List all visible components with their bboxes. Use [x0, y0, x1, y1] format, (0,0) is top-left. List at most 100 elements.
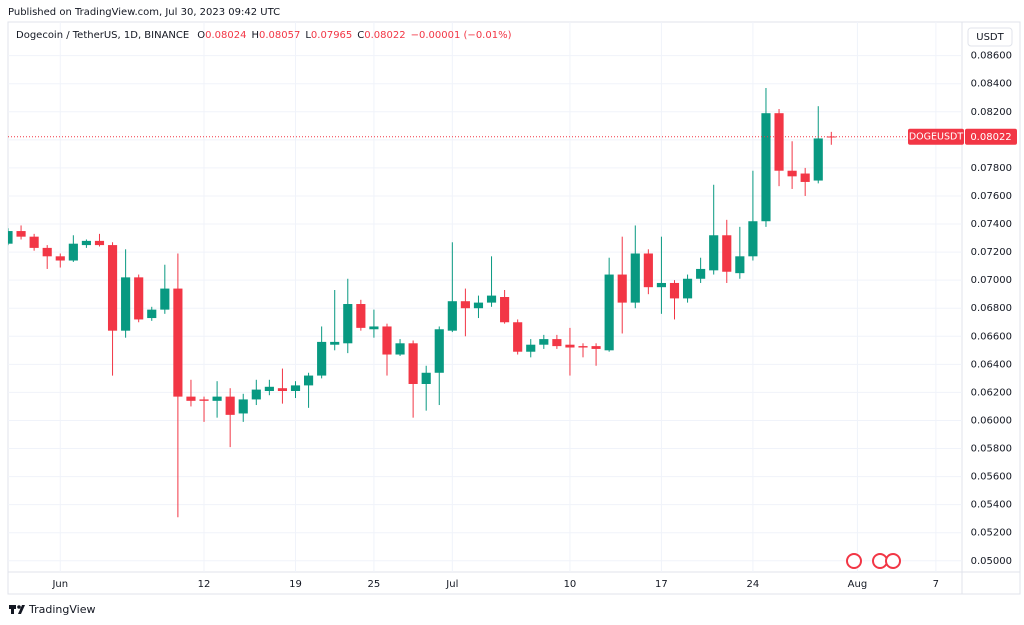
currency-box[interactable]	[967, 27, 1013, 47]
ohlc-value: 0.08022	[364, 30, 405, 41]
x-tick-label: 25	[368, 579, 381, 590]
y-tick-label: 0.05600	[971, 472, 1012, 483]
candle-body	[199, 399, 209, 401]
candle-body	[578, 346, 588, 348]
candle-body	[591, 346, 601, 349]
candle-body	[212, 396, 222, 401]
candle-body	[552, 339, 562, 347]
y-tick-label: 0.08600	[971, 51, 1012, 62]
legend: Dogecoin / TetherUS, 1D, BINANCE O 0.0802…	[16, 30, 512, 41]
price-tag-box	[965, 128, 1017, 145]
candle-body	[735, 256, 745, 274]
event-icon[interactable]	[885, 553, 901, 569]
candle-body	[800, 173, 810, 182]
candle-body	[565, 344, 575, 348]
candle-body	[16, 231, 26, 237]
x-tick-label: 7	[933, 579, 939, 590]
symbol-tag-box	[908, 128, 964, 145]
candle-body	[264, 386, 274, 392]
symbol-title: Dogecoin / TetherUS, 1D, BINANCE	[16, 30, 189, 41]
candle-body	[421, 372, 431, 384]
y-tick-label: 0.08400	[971, 79, 1012, 90]
candle-body	[238, 399, 248, 414]
candle-body	[722, 235, 732, 272]
x-tick-label: 24	[747, 579, 760, 590]
ohlc-key: C	[357, 30, 364, 41]
x-tick-label: Jul	[445, 579, 458, 590]
candle-body	[656, 282, 666, 288]
candle-body	[696, 268, 706, 279]
ohlc-value: 0.07965	[311, 30, 352, 41]
y-tick-label: 0.06600	[971, 331, 1012, 342]
candle-body	[630, 253, 640, 303]
y-tick-label: 0.07200	[971, 247, 1012, 258]
y-tick-label: 0.06800	[971, 303, 1012, 314]
candle-body	[408, 343, 418, 384]
candle-body	[68, 243, 78, 261]
candle-body	[8, 231, 13, 244]
y-tick-label: 0.07000	[971, 275, 1012, 286]
candle-body	[356, 304, 366, 328]
candle-body	[225, 396, 235, 415]
candle-body	[486, 295, 497, 303]
y-tick-label: 0.07800	[971, 163, 1012, 174]
candle-body	[643, 253, 653, 288]
candle-body	[669, 282, 680, 299]
x-tick-label: Aug	[848, 579, 868, 590]
y-tick-label: 0.06400	[971, 359, 1012, 370]
x-tick-label: 17	[655, 579, 668, 590]
candle-body	[826, 136, 836, 138]
y-tick-label: 0.06000	[971, 415, 1012, 426]
y-tick-label: 0.05000	[971, 556, 1012, 567]
candle-body	[147, 309, 157, 319]
ohlc-key: L	[305, 30, 311, 41]
candle-body	[290, 385, 301, 392]
candle-body	[500, 297, 510, 323]
x-tick-label: 10	[564, 579, 577, 590]
x-tick-label: 19	[289, 579, 302, 590]
y-tick-label: 0.08200	[971, 107, 1012, 118]
candle-body	[774, 113, 784, 171]
candle-body	[134, 277, 144, 320]
candle-body	[251, 389, 261, 400]
candle-body	[343, 304, 353, 344]
y-tick-label: 0.05400	[971, 500, 1012, 511]
candle-body	[682, 278, 693, 299]
price-tag: 0.08022	[970, 132, 1011, 143]
grid	[8, 22, 962, 572]
candle-body	[317, 341, 327, 376]
event-icon[interactable]	[872, 553, 888, 569]
candle-body	[81, 240, 91, 246]
candle-body	[460, 301, 470, 309]
ohlc-value: 0.08024	[205, 30, 246, 41]
ohlc-value: 0.08057	[259, 30, 300, 41]
candle-body	[447, 301, 457, 331]
candle-body	[369, 326, 379, 330]
candle-body	[173, 288, 183, 397]
candle-body	[107, 245, 118, 331]
candle-body	[709, 235, 719, 271]
y-tick-label: 0.05800	[971, 444, 1012, 455]
candle-body	[617, 274, 627, 303]
event-icon[interactable]	[846, 553, 862, 569]
ohlc-key: O	[197, 30, 205, 41]
candle-body	[29, 236, 39, 248]
currency: USDT	[976, 32, 1004, 43]
x-tick-label: 12	[198, 579, 211, 590]
ohlc-key: H	[251, 30, 259, 41]
x-tick-label: Jun	[51, 579, 68, 590]
candle-body	[513, 322, 523, 352]
event-icons	[846, 553, 901, 569]
candle-body	[539, 339, 549, 345]
candle-body	[604, 274, 614, 351]
publish-note: Published on TradingView.com, Jul 30, 20…	[8, 7, 280, 18]
y-tick-label: 0.06200	[971, 387, 1012, 398]
candle-body	[473, 302, 484, 309]
ohlc-change: −0.00001 (−0.01%)	[411, 30, 512, 41]
candle-body	[277, 388, 288, 392]
candle-body	[748, 221, 758, 257]
logo	[9, 605, 25, 614]
candle-body	[55, 256, 65, 261]
candle-body	[434, 329, 444, 373]
